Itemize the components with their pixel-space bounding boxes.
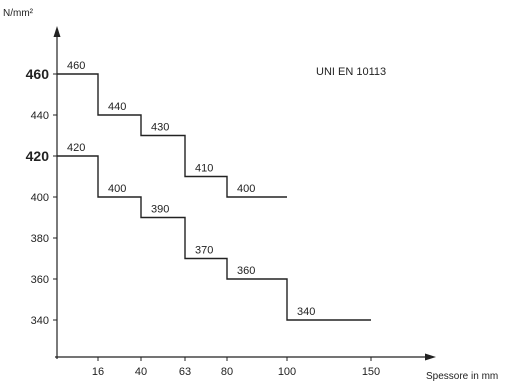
x-tick-label: 40 (135, 366, 147, 378)
step-value-label: 440 (108, 101, 126, 113)
step-value-label: 340 (297, 306, 315, 318)
x-axis-label: Spessore in mm (426, 371, 498, 382)
x-tick-label: 100 (278, 366, 296, 378)
step-value-label: 430 (151, 122, 169, 134)
step-value-label: 360 (237, 265, 255, 277)
series-2-line (57, 155, 371, 321)
x-tick-label: 80 (221, 366, 233, 378)
y-tick-label: 400 (31, 192, 49, 204)
series-1-line (57, 73, 287, 198)
step-value-label: 400 (237, 183, 255, 195)
step-value-label: 370 (195, 245, 213, 257)
x-tick-label: 16 (92, 366, 104, 378)
y-tick-label: 440 (31, 110, 49, 122)
x-axis-arrow-icon (425, 353, 436, 361)
y-axis-arrow-icon (53, 26, 61, 37)
step-value-label: 460 (67, 60, 85, 72)
y-axis-label: N/mm² (3, 8, 34, 19)
y-tick-label: 360 (31, 274, 49, 286)
y-tick-label: 420 (26, 148, 50, 164)
x-tick-label: 63 (179, 366, 191, 378)
ticks: 460 440 420 400 380 360 340 16 40 63 80 100 150 (26, 66, 381, 378)
step-value-label: 420 (67, 142, 85, 154)
step-value-label: 400 (108, 183, 126, 195)
step-value-label: 390 (151, 204, 169, 216)
standard-annotation: UNI EN 10113 (316, 66, 386, 78)
y-tick-label: 460 (26, 66, 50, 82)
step-value-label: 410 (195, 163, 213, 175)
x-tick-label: 150 (362, 366, 380, 378)
labels: N/mm² Spessore in mm UNI EN 10113 (3, 8, 498, 382)
y-tick-label: 380 (31, 233, 49, 245)
series: 460 440 430 410 400 420 400 390 370 360 340 (57, 60, 371, 321)
y-tick-label: 340 (31, 315, 49, 327)
